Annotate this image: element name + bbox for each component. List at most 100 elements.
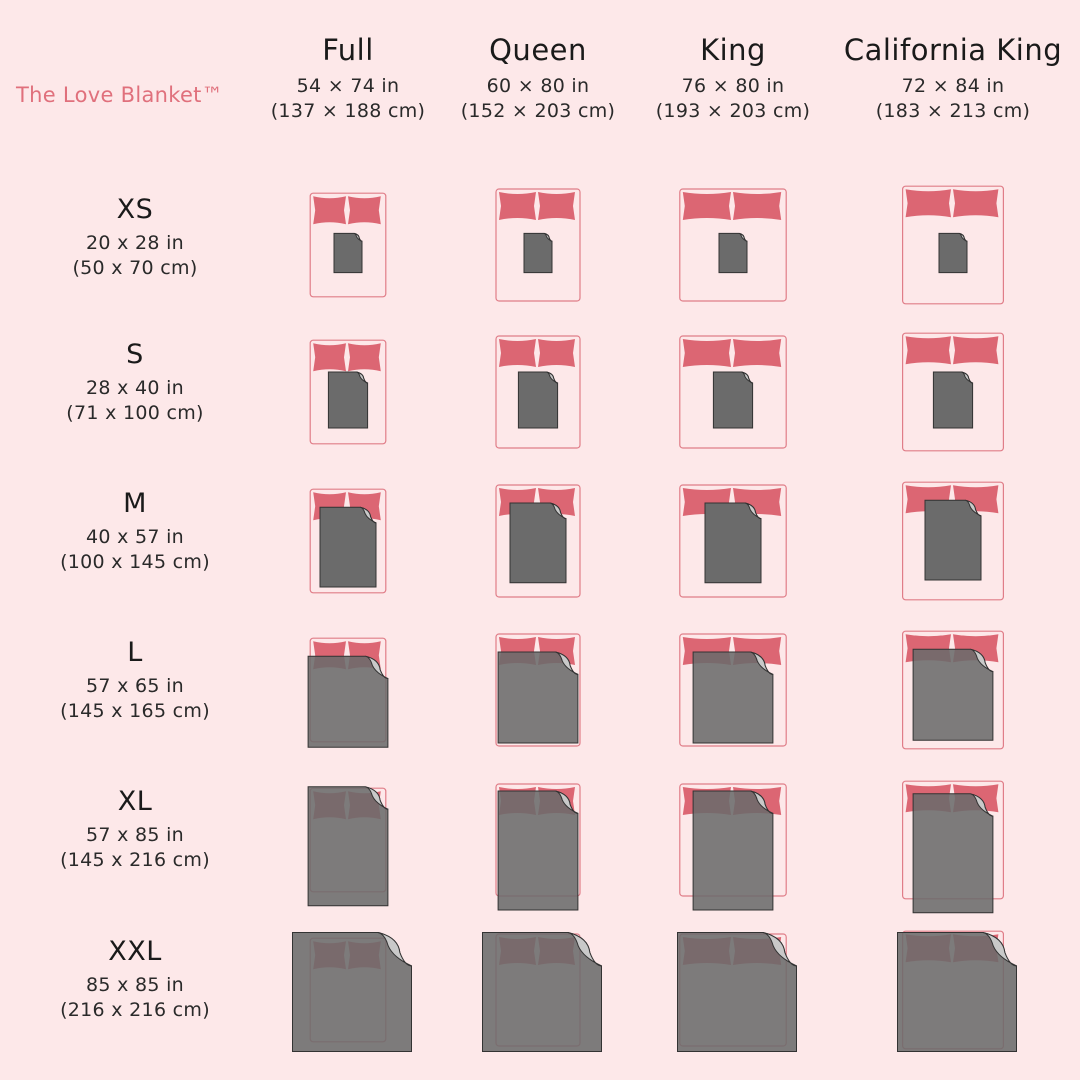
bed-outline: [309, 192, 387, 298]
blanket-fold: [965, 499, 982, 517]
blanket-size-name: XS: [116, 194, 154, 225]
bed-outline: [495, 484, 581, 598]
row-header-xs: XS 20 x 28 in (50 x 70 cm): [72, 193, 197, 281]
blanket-fold: [555, 790, 579, 814]
pillow: [905, 189, 951, 218]
bed-size-cm: (183 × 213 cm): [875, 100, 1031, 122]
bed-outline: [495, 335, 581, 449]
blanket-size-name: M: [123, 488, 147, 519]
brand-label: The Love Blanket™: [16, 83, 224, 107]
blanket-size-cm: (50 x 70 cm): [72, 257, 198, 279]
blanket-fold: [738, 232, 748, 242]
pillow: [682, 339, 731, 367]
bed-outline: [495, 633, 581, 747]
blanket-fold: [763, 932, 797, 967]
blanket-size-inches: 40 x 57 in: [85, 526, 185, 548]
bed-outline: [901, 185, 1004, 305]
bed-size-name: Full: [322, 33, 374, 67]
blanket-size-cm: (145 x 216 cm): [60, 849, 210, 871]
bed-size-name: King: [700, 33, 766, 67]
bed-size-inches: 54 × 74 in: [296, 75, 400, 97]
bed-outline: [679, 188, 787, 302]
pillow: [905, 336, 951, 365]
pillow: [499, 339, 536, 367]
blanket-fold: [356, 371, 368, 384]
bed-size-cm: (137 × 188 cm): [270, 100, 426, 122]
blanket-size-cm: (71 x 100 cm): [66, 402, 204, 424]
pillow: [538, 192, 575, 220]
bed-size-inches: 76 × 80 in: [681, 75, 785, 97]
pillow: [538, 339, 575, 367]
bed-outline: [901, 630, 1004, 750]
bed-size-name: Queen: [489, 33, 587, 67]
blanket-size-name: XL: [117, 786, 153, 817]
blanket-fold: [745, 502, 762, 520]
column-header-full: Full 54 × 74 in (137 × 188 cm): [271, 32, 426, 124]
pillow: [953, 336, 999, 365]
blanket-fold: [365, 786, 389, 810]
blanket-size-inches: 20 x 28 in: [85, 232, 185, 254]
pillow: [499, 192, 536, 220]
pillow: [313, 196, 346, 225]
row-header-l: L 57 x 65 in (145 x 165 cm): [60, 636, 210, 724]
blanket-size-inches: 57 x 85 in: [85, 824, 185, 846]
blanket-fold: [353, 232, 363, 242]
pillow: [682, 192, 731, 220]
bed-size-inches: 72 × 84 in: [901, 75, 1005, 97]
bed-size-name: California King: [843, 33, 1063, 67]
pillow: [348, 343, 381, 372]
row-header-xxl: XXL 85 x 85 in (216 x 216 cm): [60, 935, 210, 1023]
blanket-fold: [958, 232, 968, 242]
pillow: [348, 196, 381, 225]
blanket-fold: [360, 506, 377, 524]
blanket-fold: [750, 651, 774, 675]
blanket-fold: [378, 932, 412, 967]
bed-size-inches: 60 × 80 in: [486, 75, 590, 97]
blanket-fold: [550, 502, 567, 520]
bed-outline: [679, 484, 787, 598]
blanket-size-cm: (100 x 145 cm): [60, 551, 210, 573]
bed-size-cm: (193 × 203 cm): [655, 100, 811, 122]
column-header-california-king: California King 72 × 84 in (183 × 213 cm): [844, 32, 1062, 124]
blanket-size-cm: (216 x 216 cm): [60, 999, 210, 1021]
blanket-fold: [543, 232, 553, 242]
blanket-size-cm: (145 x 165 cm): [60, 700, 210, 722]
blanket-fold: [568, 932, 602, 967]
blanket-size-name: XXL: [108, 936, 162, 967]
pillow: [733, 339, 782, 367]
bed-outline: [679, 633, 787, 747]
column-header-king: King 76 × 80 in (193 × 203 cm): [656, 32, 811, 124]
blanket-fold: [970, 648, 994, 673]
blanket-fold: [750, 790, 774, 814]
blanket-size-inches: 28 x 40 in: [85, 377, 185, 399]
bed-outline: [495, 188, 581, 302]
blanket-size-inches: 57 x 65 in: [85, 675, 185, 697]
bed-outline: [901, 332, 1004, 452]
pillow: [953, 189, 999, 218]
pillow: [313, 343, 346, 372]
blanket-size-inches: 85 x 85 in: [85, 974, 185, 996]
blanket-fold: [970, 793, 994, 817]
bed-outline: [309, 488, 387, 594]
